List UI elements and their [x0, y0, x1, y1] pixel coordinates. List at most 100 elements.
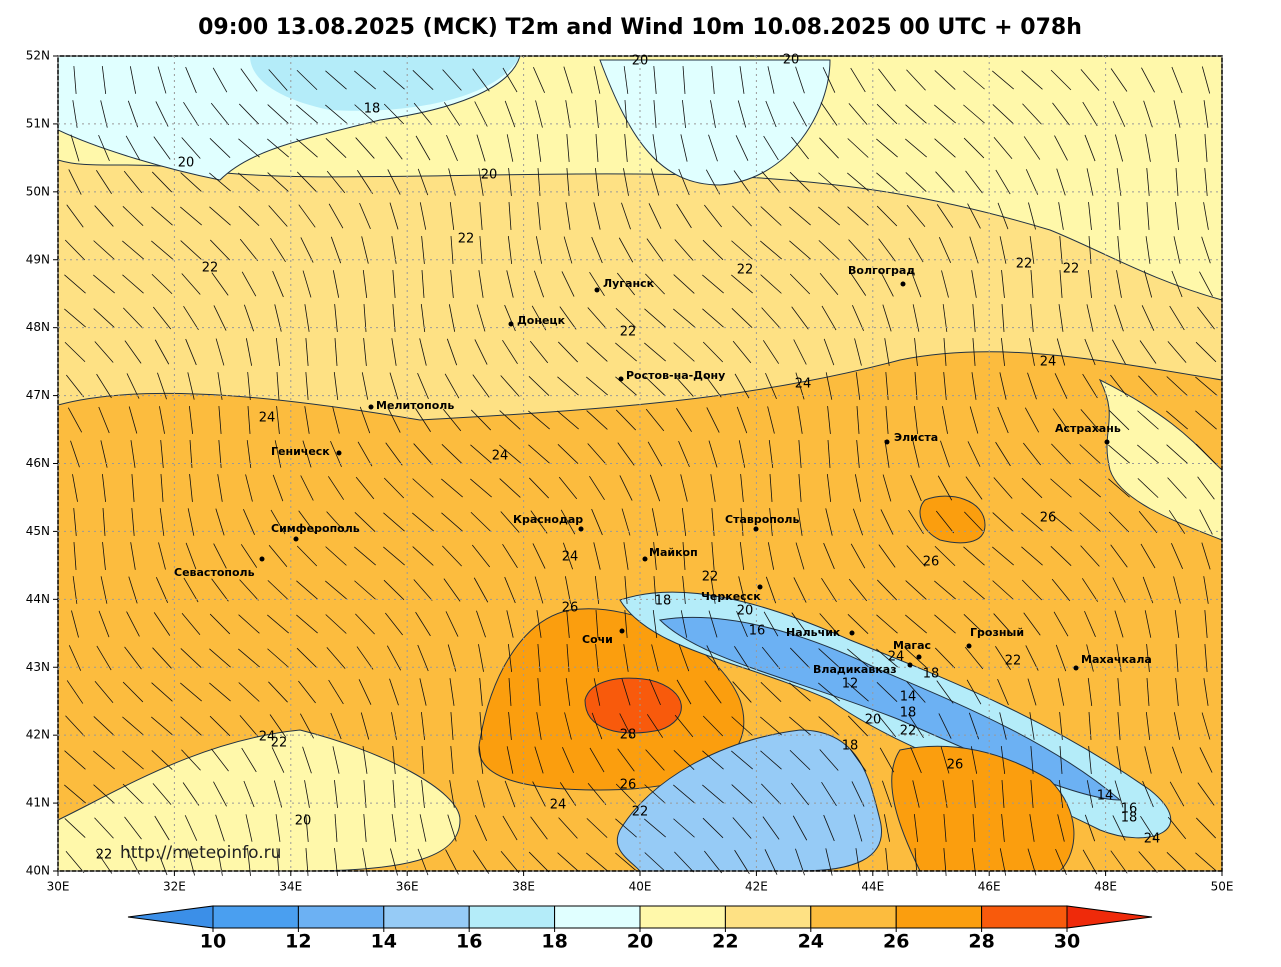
wind-barb: [1000, 746, 1006, 774]
wind-barb: [760, 750, 782, 770]
wind-barb: [732, 205, 752, 227]
wind-barb: [1084, 610, 1096, 638]
wind-barb: [971, 372, 977, 400]
wind-barb: [1175, 134, 1179, 162]
wind-barb: [586, 342, 608, 362]
wind-barb: [267, 614, 289, 634]
wind-barb: [1053, 611, 1069, 637]
wind-barb: [1050, 512, 1072, 532]
wind-barb: [789, 206, 811, 226]
wind-barb: [731, 308, 753, 328]
wind-barb: [935, 510, 955, 534]
wind-barb: [500, 375, 520, 397]
wind-barb: [995, 441, 1011, 467]
wind-barb: [470, 478, 492, 498]
wind-barb: [1141, 67, 1155, 93]
wind-barb: [1117, 678, 1121, 706]
wind-barb: [760, 206, 782, 226]
wind-barb: [389, 372, 399, 400]
wind-barb: [970, 746, 978, 774]
wind-barb: [413, 102, 433, 126]
wind-barb: [267, 172, 289, 192]
wind-barb: [735, 135, 749, 161]
wind-barb: [354, 580, 376, 600]
wind-barb: [1051, 578, 1071, 602]
wind-barb: [940, 746, 950, 774]
wind-barb: [1168, 510, 1186, 534]
wind-barb: [1137, 444, 1159, 464]
wind-barb: [238, 172, 260, 192]
wind-barb: [64, 239, 86, 261]
wind-barb: [965, 170, 983, 194]
wind-barb: [478, 168, 484, 196]
wind-barb: [963, 137, 985, 159]
wind-barb: [209, 715, 231, 737]
wind-barb: [239, 103, 259, 125]
wind-barb: [586, 410, 608, 430]
wind-barb: [151, 240, 173, 260]
wind-barb: [593, 678, 601, 706]
wind-barb: [702, 239, 724, 261]
lat-label: 46N: [26, 456, 50, 470]
wind-barb: [1143, 100, 1153, 128]
wind-barb: [652, 610, 658, 638]
lon-label: 44E: [861, 880, 884, 894]
wind-barb: [618, 237, 634, 263]
wind-barb: [676, 203, 692, 229]
wind-barb: [529, 340, 549, 364]
wind-barb: [992, 70, 1014, 90]
wind-barb: [184, 815, 198, 841]
wind-barb: [819, 613, 839, 635]
wind-barb: [383, 103, 405, 125]
wind-barb: [819, 137, 839, 159]
wind-barb: [478, 270, 484, 298]
wind-barb: [1204, 134, 1208, 162]
lon-label: 46E: [978, 880, 1001, 894]
wind-barb: [1112, 339, 1126, 365]
wind-barb: [181, 273, 201, 295]
wind-barb: [154, 815, 170, 841]
wind-barb: [272, 474, 284, 502]
wind-barb: [731, 784, 753, 804]
wind-barb: [704, 680, 722, 704]
lat-label: 42N: [26, 728, 50, 742]
wind-barb: [855, 372, 861, 400]
wind-barb: [271, 747, 285, 773]
wind-barb: [180, 240, 202, 260]
wind-barb: [619, 713, 633, 739]
wind-barb: [762, 340, 780, 364]
wind-barb: [908, 714, 924, 738]
city-label: Мелитополь: [376, 399, 454, 412]
wind-barb: [992, 104, 1014, 124]
wind-barb: [94, 817, 114, 839]
wind-barb: [793, 577, 807, 603]
wind-barb: [827, 406, 831, 434]
wind-barb: [827, 440, 831, 468]
wind-barb: [908, 237, 924, 263]
lat-label: 49N: [26, 252, 50, 266]
wind-barb: [1143, 270, 1153, 298]
wind-barb: [793, 339, 807, 365]
wind-barb: [1024, 407, 1040, 433]
wind-barb: [326, 511, 346, 533]
wind-barb: [731, 274, 753, 294]
wind-barb: [180, 682, 202, 702]
wind-barb: [878, 544, 896, 568]
wind-barb: [558, 341, 578, 363]
wind-barb: [419, 338, 427, 366]
wind-barb: [354, 512, 376, 532]
wind-barb: [1195, 341, 1217, 363]
wind-barb: [417, 644, 429, 672]
wind-barb: [1169, 305, 1185, 331]
wind-barb: [536, 134, 542, 162]
wind-barb: [767, 542, 775, 570]
wind-barb: [181, 612, 201, 636]
wind-barb: [296, 104, 318, 124]
wind-barb: [421, 746, 425, 774]
contour-label: 22: [1063, 262, 1080, 277]
wind-barb: [444, 373, 460, 399]
wind-barb: [298, 680, 316, 704]
wind-barb: [702, 715, 724, 737]
wind-barb: [1059, 746, 1063, 774]
wind-barb: [296, 171, 318, 193]
